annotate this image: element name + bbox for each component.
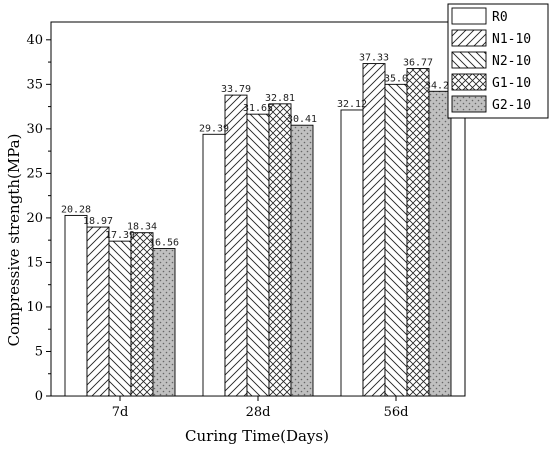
bar-r0-28d <box>202 133 226 397</box>
x-tick-label: 56d <box>384 405 409 420</box>
bar-g1-10-7d <box>130 232 154 397</box>
bar-n2-10-7d <box>108 240 132 397</box>
bar-g1-10-28d <box>268 103 292 397</box>
x-tick-label: 7d <box>112 405 129 420</box>
legend-label: N1-10 <box>492 32 531 47</box>
x-axis-title: Curing Time(Days) <box>185 427 329 445</box>
y-tick-label: 30 <box>26 122 43 137</box>
bar-n2-10-28d <box>246 113 270 397</box>
bar-g2-10-56d <box>428 90 452 397</box>
legend-swatch <box>451 73 487 91</box>
data-label: 29.39 <box>199 123 229 134</box>
data-label: 37.33 <box>359 53 389 64</box>
bar-n1-10-56d <box>362 63 386 397</box>
data-label: 32.12 <box>337 99 367 110</box>
bar-r0-56d <box>340 109 364 397</box>
bars <box>64 63 452 397</box>
legend-swatch <box>451 29 487 47</box>
legend-label: G2-10 <box>492 98 531 113</box>
bar-n1-10-7d <box>86 226 110 397</box>
legend-swatch <box>451 95 487 113</box>
data-label: 31.65 <box>243 103 273 114</box>
y-tick-label: 15 <box>26 255 43 270</box>
y-axis: 0 5 10 15 20 25 30 35 40 <box>26 33 51 404</box>
data-label: 36.77 <box>403 58 433 69</box>
data-label: 17.39 <box>105 230 135 241</box>
legend-label: N2-10 <box>492 54 531 69</box>
data-label: 32.81 <box>265 93 295 104</box>
bar-g1-10-56d <box>406 68 430 397</box>
data-label: 18.34 <box>127 222 157 233</box>
data-label: 16.56 <box>149 238 179 249</box>
x-tick-label: 28d <box>246 405 271 420</box>
bar-n2-10-56d <box>384 83 408 397</box>
y-tick-label: 10 <box>26 300 43 315</box>
data-label: 34.22 <box>425 80 455 91</box>
y-tick-label: 35 <box>26 77 43 92</box>
data-label: 30.41 <box>287 114 317 125</box>
y-tick-label: 0 <box>35 389 43 404</box>
legend-swatch <box>451 7 487 25</box>
y-axis-title: Compressive strength(MPa) <box>5 134 23 347</box>
bar-r0-7d <box>64 214 88 397</box>
legend: R0 N1-10 N2-10 G1-10 G2-10 <box>447 3 549 119</box>
y-tick-label: 40 <box>26 33 43 48</box>
y-tick-label: 25 <box>26 166 43 181</box>
data-label: 18.97 <box>83 216 113 227</box>
bar-g2-10-28d <box>290 124 314 397</box>
legend-swatch <box>451 51 487 69</box>
x-axis: 7d 28d 56d <box>112 396 409 420</box>
bar-g2-10-7d <box>152 248 176 397</box>
legend-label: G1-10 <box>492 76 531 91</box>
data-label: 35.0 <box>384 73 408 84</box>
data-label: 20.28 <box>61 204 91 215</box>
y-tick-label: 20 <box>26 211 43 226</box>
y-tick-label: 5 <box>35 344 43 359</box>
data-label: 33.79 <box>221 84 251 95</box>
bar-n1-10-28d <box>224 94 248 397</box>
legend-label: R0 <box>492 10 508 25</box>
